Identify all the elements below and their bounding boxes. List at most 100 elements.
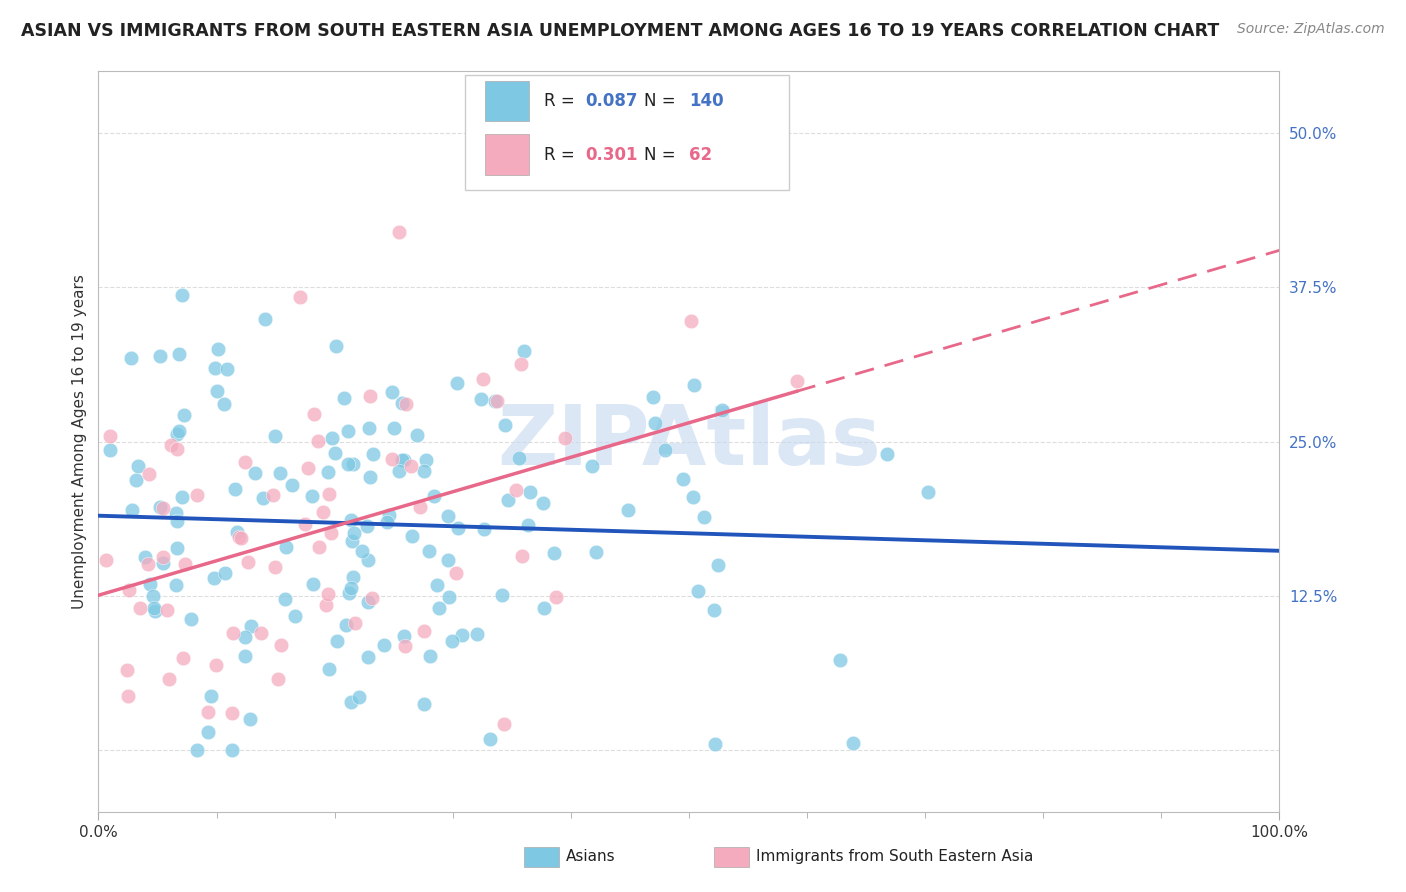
Text: 62: 62 (689, 146, 711, 164)
Point (149, 349, 172, 363)
Point (399, 458, 422, 473)
Point (204, 361, 226, 376)
Point (492, 716, 515, 731)
Point (478, 731, 501, 746)
Text: R =: R = (544, 93, 575, 111)
Point (876, 447, 898, 461)
Point (373, 638, 395, 652)
FancyBboxPatch shape (485, 80, 530, 121)
Point (143, 604, 166, 618)
Point (98, 428, 121, 442)
Point (236, 555, 259, 569)
Point (115, 663, 138, 677)
Point (149, 500, 172, 515)
Point (382, 420, 405, 434)
Point (323, 446, 346, 460)
Point (494, 418, 516, 433)
Point (262, 488, 284, 502)
Point (703, 602, 725, 616)
Point (357, 595, 380, 609)
Point (274, 591, 297, 606)
Point (710, 403, 733, 417)
Point (418, 544, 440, 558)
Point (641, 390, 664, 404)
Point (121, 502, 143, 516)
Point (136, 558, 159, 572)
Point (356, 650, 378, 665)
Point (472, 523, 495, 537)
Point (252, 491, 274, 505)
Point (359, 389, 381, 403)
Point (394, 397, 416, 411)
Point (243, 466, 266, 480)
Point (441, 634, 464, 648)
Point (294, 517, 316, 532)
Point (616, 503, 638, 517)
Point (706, 558, 728, 572)
Point (94, 553, 117, 567)
Point (486, 394, 509, 409)
Point (333, 391, 356, 405)
Point (419, 648, 441, 663)
Point (423, 489, 446, 503)
Point (166, 514, 188, 528)
Point (325, 338, 347, 352)
Point (152, 501, 174, 516)
Point (465, 627, 488, 641)
Point (381, 452, 404, 467)
Point (316, 587, 339, 601)
Point (672, 472, 695, 486)
Point (340, 534, 363, 549)
Point (308, 540, 330, 554)
Point (654, 443, 676, 458)
Point (138, 576, 160, 591)
Point (917, 484, 939, 499)
Point (679, 314, 702, 328)
Point (841, 736, 863, 750)
Point (361, 591, 384, 605)
Point (392, 629, 415, 643)
Point (205, 657, 228, 672)
Point (349, 690, 371, 705)
Point (447, 521, 470, 535)
Point (325, 634, 347, 648)
Point (212, 397, 235, 411)
Point (340, 695, 363, 709)
Text: ASIAN VS IMMIGRANTS FROM SOUTH EASTERN ASIA UNEMPLOYMENT AMONG AGES 16 TO 19 YEA: ASIAN VS IMMIGRANTS FROM SOUTH EASTERN A… (21, 22, 1219, 40)
Point (472, 372, 495, 386)
Point (221, 706, 243, 721)
Point (391, 453, 413, 467)
Point (510, 549, 533, 563)
Text: Asians: Asians (565, 849, 616, 863)
Point (284, 609, 307, 624)
Point (394, 639, 416, 653)
Point (554, 431, 576, 445)
Point (585, 545, 607, 559)
Point (173, 558, 195, 572)
Point (129, 601, 152, 615)
Point (118, 583, 141, 598)
Point (170, 288, 193, 302)
Point (343, 526, 366, 541)
Point (205, 384, 228, 399)
Point (166, 541, 188, 556)
Point (302, 408, 325, 422)
Point (387, 464, 409, 478)
Point (340, 581, 363, 595)
Point (167, 424, 190, 438)
Point (263, 560, 285, 574)
Point (231, 532, 253, 546)
Point (352, 544, 374, 558)
Point (437, 590, 460, 604)
Point (142, 589, 165, 603)
Text: R =: R = (544, 146, 575, 164)
Point (166, 427, 188, 442)
Point (446, 376, 468, 390)
Point (786, 374, 808, 388)
Point (519, 484, 541, 499)
Point (484, 393, 506, 408)
Point (186, 488, 208, 502)
Point (688, 584, 710, 599)
Point (316, 465, 339, 479)
Text: N =: N = (644, 146, 676, 164)
